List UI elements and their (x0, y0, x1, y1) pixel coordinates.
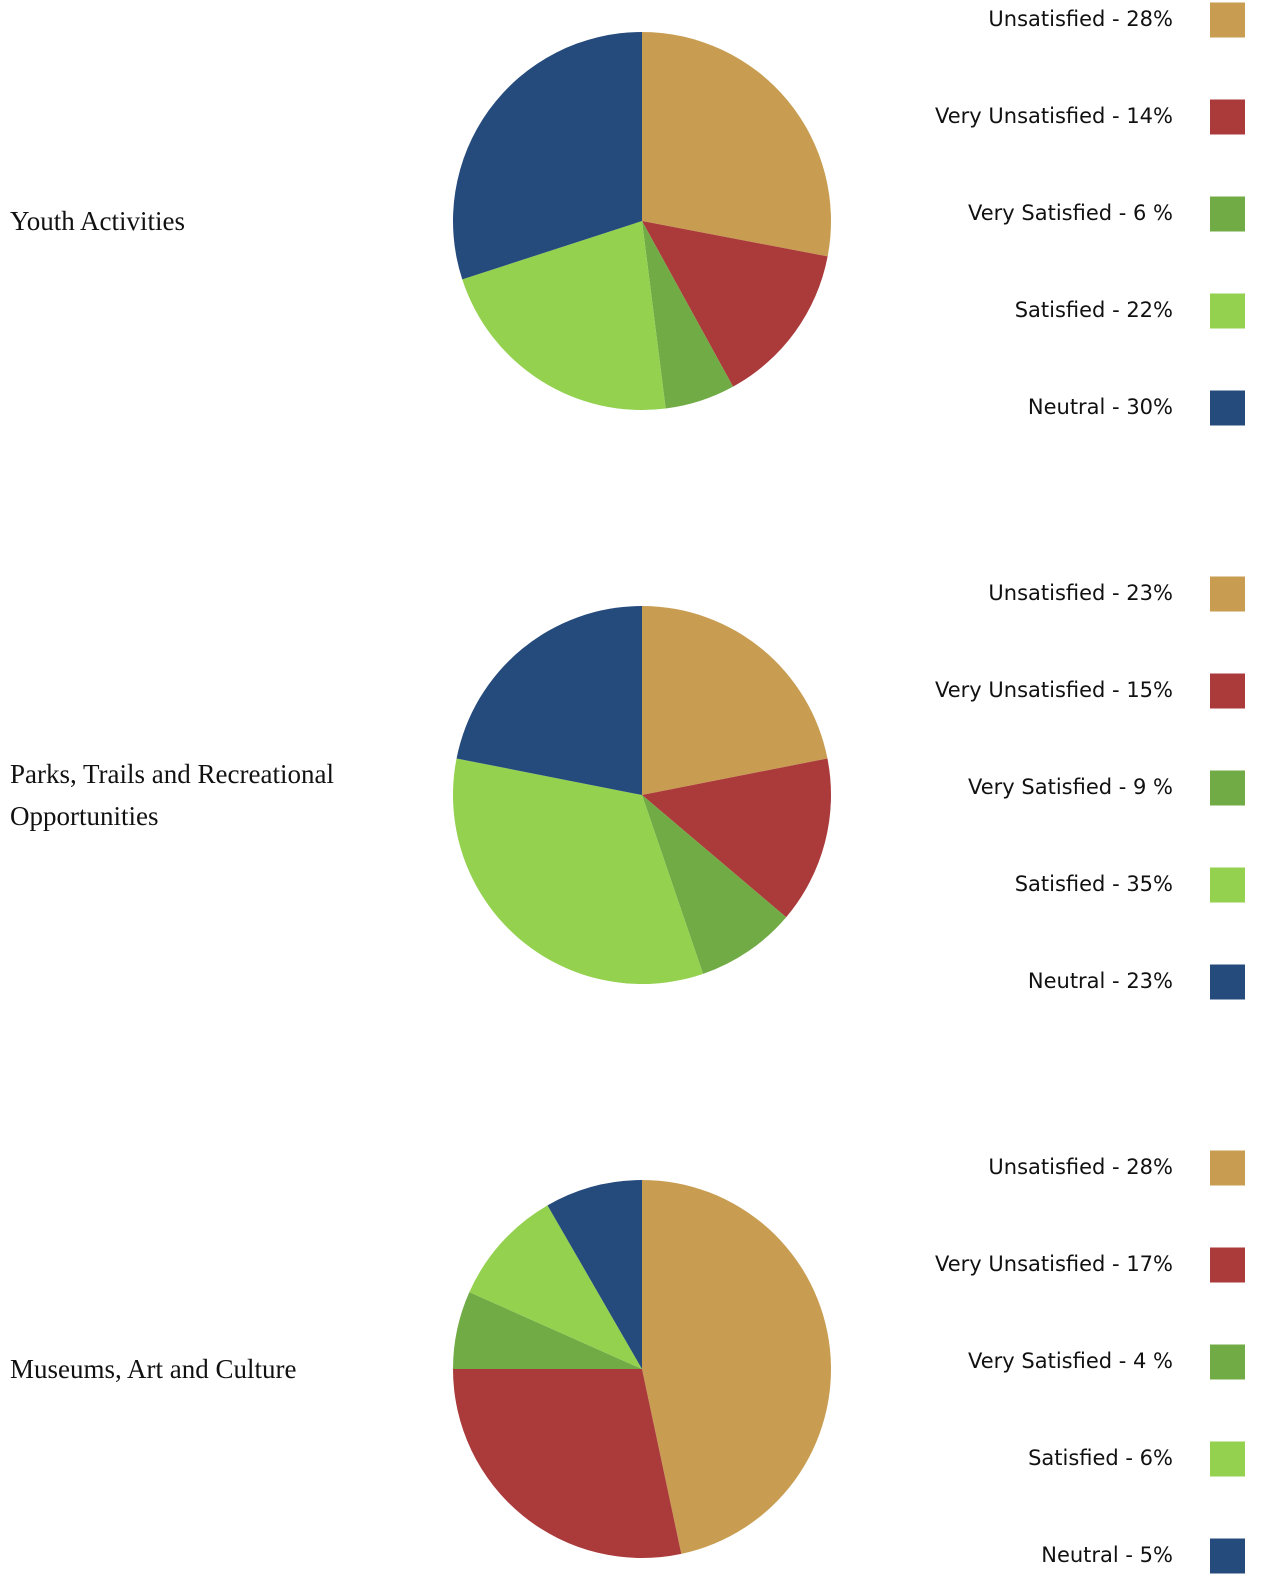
legend-label: Very Unsatisfied - 15% (935, 678, 1173, 702)
legend-swatch (1210, 867, 1245, 903)
legend-swatch (1210, 1441, 1245, 1477)
pie-slice (462, 221, 666, 410)
legend-swatch (1210, 99, 1245, 135)
pie-slice (453, 758, 704, 984)
pie-slice (453, 1369, 682, 1558)
legend-swatch (1210, 1150, 1245, 1186)
legend-label: Satisfied - 22% (1015, 298, 1173, 322)
pie-slice (456, 606, 642, 795)
legend-label: Very Unsatisfied - 17% (935, 1252, 1173, 1276)
chart-title: Museums, Art and Culture (10, 1354, 297, 1384)
legend-label: Unsatisfied - 28% (988, 7, 1173, 31)
pie-slice (642, 795, 787, 974)
legend-label: Satisfied - 35% (1015, 872, 1173, 896)
legend-label: Unsatisfied - 28% (988, 1155, 1173, 1179)
legend-swatch (1210, 770, 1245, 806)
legend-swatch (1210, 293, 1245, 329)
legend-label: Very Unsatisfied - 14% (935, 104, 1173, 128)
pie-slice (642, 221, 734, 409)
legend-label: Neutral - 5% (1041, 1543, 1173, 1567)
legend-swatch (1210, 196, 1245, 232)
legend-label: Very Satisfied - 9 % (968, 775, 1173, 799)
legend-label: Unsatisfied - 23% (988, 581, 1173, 605)
legend-swatch (1210, 390, 1245, 426)
legend-label: Neutral - 30% (1028, 395, 1173, 419)
pie-slice (642, 221, 828, 387)
chart-title: Parks, Trails and Recreational Opportuni… (10, 759, 334, 831)
chart-title: Youth Activities (10, 206, 186, 236)
pie-slice (642, 1180, 831, 1554)
legend-label: Very Satisfied - 6 % (968, 201, 1173, 225)
legend-swatch (1210, 2, 1245, 38)
legend-swatch (1210, 1538, 1245, 1574)
pie-slice (453, 1292, 642, 1369)
pie-slice (452, 32, 642, 280)
pie-slice (642, 606, 828, 795)
legend-label: Neutral - 23% (1028, 969, 1173, 993)
pie-slice (469, 1205, 642, 1369)
pie-slice (547, 1180, 642, 1369)
legend-swatch (1210, 673, 1245, 709)
pie-slice (642, 32, 831, 257)
legend-label: Very Satisfied - 4 % (968, 1349, 1173, 1373)
pie-slice (642, 758, 832, 918)
legend-swatch (1210, 576, 1245, 612)
legend-swatch (1210, 964, 1245, 1000)
legend-swatch (1210, 1344, 1245, 1380)
legend-label: Satisfied - 6% (1028, 1446, 1173, 1470)
legend-swatch (1210, 1247, 1245, 1283)
